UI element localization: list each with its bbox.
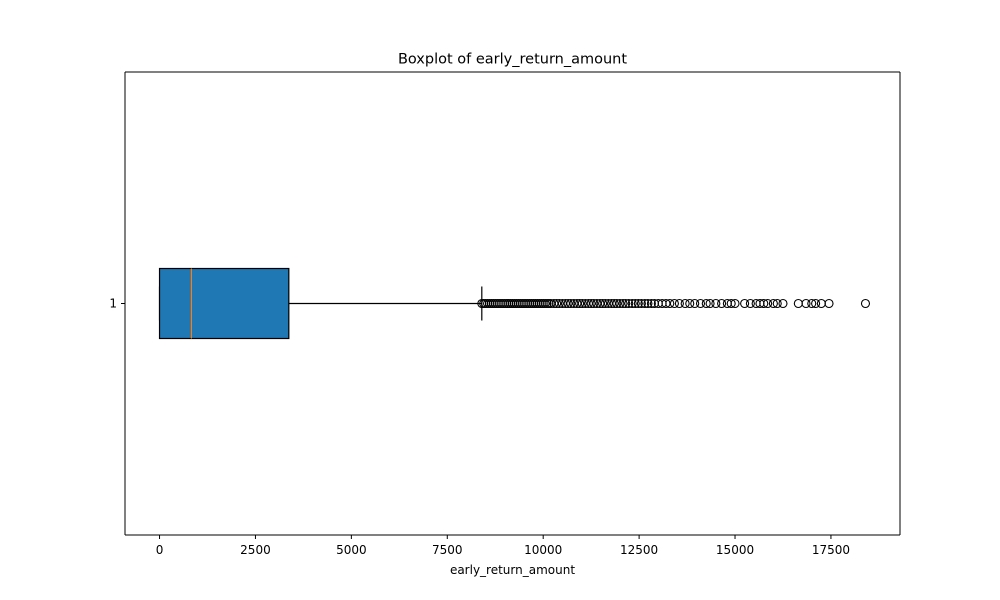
outlier-point xyxy=(586,298,596,309)
outlier-point xyxy=(577,298,587,309)
outlier-point xyxy=(726,298,736,309)
outlier-point xyxy=(811,298,821,309)
outlier-point xyxy=(627,298,637,309)
outlier-point xyxy=(674,298,684,309)
outlier-point xyxy=(589,298,599,309)
outlier-point xyxy=(801,298,811,309)
x-tick-label: 5000 xyxy=(336,543,367,557)
outlier-point xyxy=(640,298,650,309)
outlier-point xyxy=(690,298,700,309)
outlier-point xyxy=(566,298,576,309)
outlier-point xyxy=(615,298,625,309)
outlier-point xyxy=(778,298,788,309)
outlier-point xyxy=(745,298,755,309)
outlier-point xyxy=(680,298,690,309)
x-tick-label: 10000 xyxy=(524,543,562,557)
outlier-point xyxy=(609,298,619,309)
outlier-point xyxy=(665,298,675,309)
outlier-point xyxy=(633,298,643,309)
outlier-point xyxy=(552,298,562,309)
outlier-point xyxy=(772,298,782,309)
outlier-point xyxy=(763,298,773,309)
chart-title: Boxplot of early_return_amount xyxy=(398,52,627,68)
outlier-point xyxy=(598,298,608,309)
outlier-point xyxy=(669,298,679,309)
y-tick-label: 1 xyxy=(109,297,117,311)
x-tick-label: 7500 xyxy=(432,543,463,557)
outlier-point xyxy=(717,298,727,309)
outlier-point xyxy=(630,298,640,309)
outlier-point xyxy=(636,298,646,309)
box-iqr xyxy=(158,267,290,340)
outlier-point xyxy=(563,298,573,309)
x-tick-label: 15000 xyxy=(716,543,754,557)
outlier-point xyxy=(624,298,634,309)
outlier-point xyxy=(575,298,585,309)
x-tick-label: 17500 xyxy=(812,543,850,557)
outlier-point xyxy=(612,298,622,309)
x-axis-label: early_return_amount xyxy=(450,563,575,577)
outlier-point xyxy=(701,298,711,309)
outlier-point xyxy=(711,298,721,309)
outlier-point xyxy=(695,298,706,309)
x-tick-label: 12500 xyxy=(620,543,658,557)
outlier-point xyxy=(618,298,628,309)
outlier-point xyxy=(740,298,750,309)
outlier-point xyxy=(600,298,610,309)
outlier-point xyxy=(643,298,653,309)
outlier-point xyxy=(807,298,817,309)
outlier-point xyxy=(730,298,740,309)
outlier-point xyxy=(768,298,778,309)
x-tick-label: 0 xyxy=(156,543,164,557)
outlier-point xyxy=(554,298,564,309)
x-tick-label: 2500 xyxy=(240,543,271,557)
outlier-point xyxy=(759,298,769,309)
outlier-point xyxy=(793,298,803,309)
outlier-point xyxy=(860,298,871,309)
outlier-point xyxy=(824,298,834,309)
outlier-point xyxy=(646,298,656,309)
outlier-point xyxy=(685,298,695,309)
outlier-point xyxy=(621,298,631,309)
outlier-point xyxy=(816,298,826,309)
outlier-point xyxy=(705,298,715,309)
